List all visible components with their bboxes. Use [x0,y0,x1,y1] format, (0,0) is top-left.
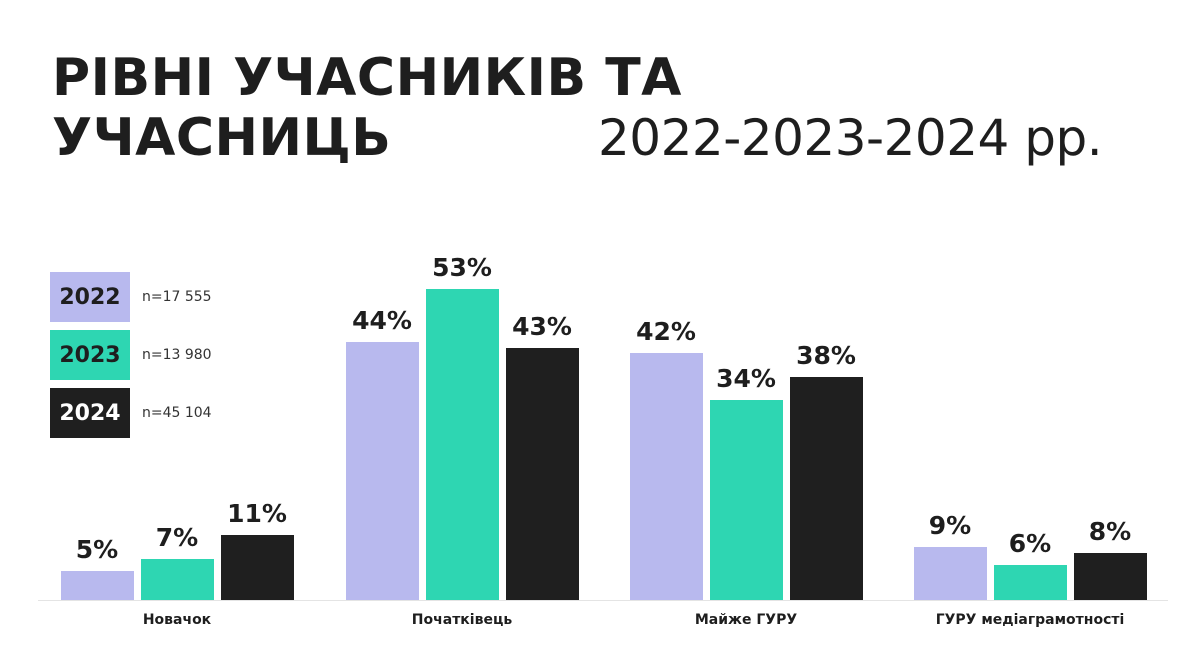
bar-value-label: 9% [928,511,972,540]
bar-value-label: 6% [1008,529,1052,558]
bar-2023 [426,289,499,600]
bar-2022 [630,353,703,600]
bar-2023 [710,400,783,600]
legend-item-2024: 2024 n=45 104 [50,388,212,438]
legend-label: 2023 [59,342,121,368]
title-line-1: РІВНІ УЧАСНИКІВ ТА [52,48,682,108]
bar-2024 [221,535,294,600]
bar-2024 [1074,553,1147,600]
legend-label: 2022 [59,284,121,310]
bar-2023 [141,559,214,600]
category-label: ГУРУ медіаграмотності [935,612,1125,628]
bar-value-label: 38% [796,341,856,370]
chart-subtitle-years: 2022-2023-2024 рр. [598,109,1103,167]
bar-2024 [506,348,579,600]
bar-2022 [61,571,134,600]
bar-value-label: 5% [75,535,119,564]
bar-value-label: 8% [1088,517,1132,546]
category-label: Новачок [142,612,212,628]
bar-2022 [346,342,419,600]
bar-value-label: 7% [155,523,199,552]
bar-2024 [790,377,863,600]
bar-value-label: 53% [432,253,492,282]
legend-swatch-2022: 2022 [50,272,130,322]
x-axis-line [38,600,1168,601]
legend-item-2023: 2023 n=13 980 [50,330,212,380]
legend-sample-size: n=13 980 [142,347,212,363]
legend: 2022 n=17 555 2023 n=13 980 2024 n=45 10… [50,272,212,446]
category-label: Початківець [411,612,513,628]
chart-title: РІВНІ УЧАСНИКІВ ТА УЧАСНИЦЬ [52,48,682,168]
legend-item-2022: 2022 n=17 555 [50,272,212,322]
title-line-2: УЧАСНИЦЬ [52,108,392,168]
legend-swatch-2024: 2024 [50,388,130,438]
legend-label: 2024 [59,400,121,426]
category-label: Майже ГУРУ [694,612,798,628]
bar-value-label: 42% [636,317,696,346]
bar-value-label: 11% [227,499,287,528]
bar-value-label: 44% [352,306,412,335]
bar-value-label: 34% [716,364,776,393]
bar-value-label: 43% [512,312,572,341]
legend-swatch-2023: 2023 [50,330,130,380]
bar-2023 [994,565,1067,600]
legend-sample-size: n=45 104 [142,405,212,421]
legend-sample-size: n=17 555 [142,289,212,305]
bar-2022 [914,547,987,600]
